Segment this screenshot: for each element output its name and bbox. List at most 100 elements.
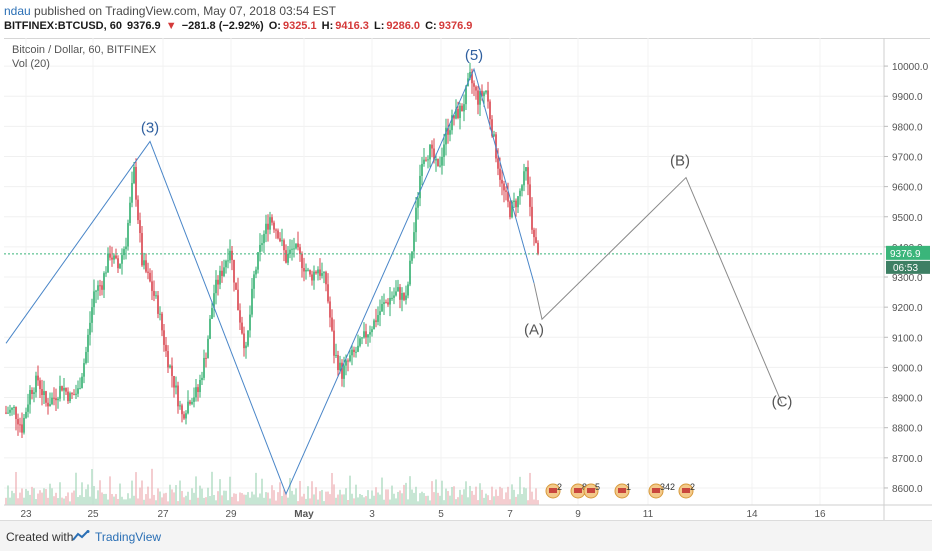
volume-bar <box>277 492 279 505</box>
candle-body <box>353 349 355 353</box>
chart-area[interactable] <box>4 38 930 521</box>
volume-bar <box>345 488 347 505</box>
price-tick-label: 8800.0 <box>892 424 923 435</box>
volume-bar <box>439 495 441 505</box>
volume-bar <box>287 497 289 505</box>
candle-body <box>213 293 215 309</box>
candle-body <box>493 134 495 136</box>
candle-body <box>247 330 249 346</box>
candle-body <box>381 303 383 312</box>
volume-bar <box>101 492 103 505</box>
volume-bar <box>509 499 511 505</box>
candle-body <box>263 233 265 244</box>
candle-body <box>131 183 133 203</box>
candle-body <box>75 393 77 395</box>
candle-body <box>45 391 47 403</box>
candle-body <box>371 329 373 333</box>
volume-bar <box>417 501 419 505</box>
candle-body <box>311 274 313 281</box>
candle-body <box>11 407 13 410</box>
candle-body <box>383 302 385 304</box>
volume-bar <box>83 497 85 505</box>
volume-bar <box>171 489 173 505</box>
candle-body <box>173 375 175 388</box>
candle-body <box>403 293 405 300</box>
volume-bar <box>461 494 463 505</box>
candle-body <box>411 251 413 261</box>
candle-body <box>191 401 193 404</box>
author-link[interactable]: ndau <box>4 4 31 18</box>
volume-bar <box>457 497 459 505</box>
candle-body <box>331 317 333 331</box>
candle-body <box>39 380 41 390</box>
volume-bar <box>407 499 409 505</box>
candle-body <box>427 159 429 161</box>
volume-indicator-label[interactable]: Vol (20) <box>12 58 50 70</box>
last-price: 9376.9 <box>127 20 161 32</box>
close-value: 9376.9 <box>438 20 473 32</box>
candle-body <box>347 360 349 362</box>
time-tick-label: 14 <box>746 509 758 520</box>
volume-bar <box>77 497 79 505</box>
volume-bar <box>215 500 217 505</box>
price-tick-label: 8600.0 <box>892 484 923 495</box>
candle-body <box>23 417 25 433</box>
candle-body <box>179 405 181 407</box>
volume-bar <box>267 492 269 505</box>
volume-bar <box>175 485 177 505</box>
candle-body <box>317 269 319 274</box>
volume-bar <box>149 498 151 505</box>
volume-bar <box>167 501 169 505</box>
candle-body <box>359 338 361 346</box>
candle-body <box>229 250 231 261</box>
candle-body <box>271 217 273 223</box>
candle-body <box>117 258 119 269</box>
volume-bar <box>455 499 457 505</box>
candle-body <box>365 331 367 338</box>
volume-bar <box>303 493 305 505</box>
volume-bar <box>153 494 155 505</box>
candle-body <box>499 168 501 180</box>
event-count-label: 8 <box>582 482 587 492</box>
volume-bar <box>427 495 429 505</box>
volume-bar <box>5 497 7 505</box>
volume-bar <box>305 498 307 505</box>
volume-bar <box>481 489 483 505</box>
candle-body <box>217 279 219 285</box>
candle-body <box>159 313 161 315</box>
volume-bar <box>377 492 379 505</box>
volume-bar <box>459 489 461 505</box>
volume-bar <box>485 493 487 505</box>
candle-body <box>435 158 437 161</box>
price-chart[interactable]: (3) (5) (A) (B) (C) 8600.0 8700.0 8800.0 8900.0… <box>0 0 932 520</box>
candle-body <box>501 179 503 184</box>
volume-bar <box>365 496 367 505</box>
volume-bar <box>527 500 529 505</box>
candle-body <box>163 330 165 345</box>
candle-body <box>161 313 163 331</box>
volume-bar <box>383 499 385 505</box>
candle-body <box>219 270 221 285</box>
candle-body <box>59 386 61 399</box>
candle-body <box>319 269 321 276</box>
volume-bar <box>109 476 111 505</box>
volume-bar <box>191 488 193 505</box>
volume-bar <box>433 492 435 505</box>
chart-grid <box>4 38 884 505</box>
candle-body <box>29 389 31 405</box>
volume-bar <box>431 481 433 505</box>
volume-bar <box>337 494 339 505</box>
price-tick-label: 9300.0 <box>892 273 923 284</box>
candle-body <box>327 284 329 302</box>
volume-bar <box>85 489 87 505</box>
volume-bar <box>413 492 415 505</box>
candle-body <box>507 191 509 202</box>
candle-body <box>33 392 35 395</box>
candle-body <box>255 269 257 275</box>
volume-bar <box>159 491 161 505</box>
tradingview-brand-link[interactable]: TradingView <box>95 530 162 544</box>
candle-body <box>31 389 33 395</box>
volume-bar <box>491 486 493 505</box>
volume-bar <box>7 485 9 505</box>
price-tick-label: 9100.0 <box>892 333 923 344</box>
